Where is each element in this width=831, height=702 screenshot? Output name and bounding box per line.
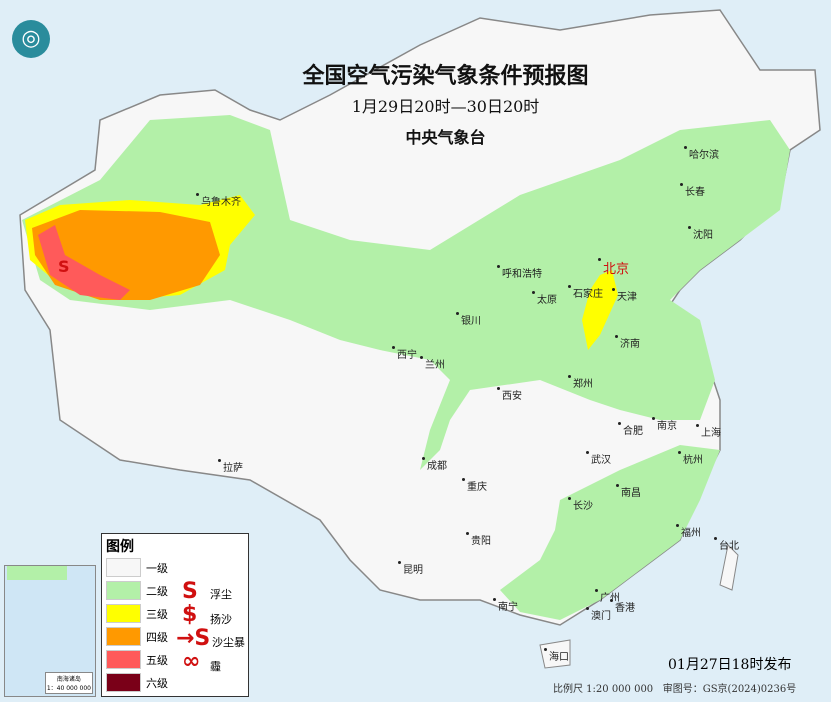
- city-label: 北京: [598, 258, 629, 277]
- inset-label: 南海诸岛: [56, 676, 81, 683]
- city-label: 太原: [532, 291, 557, 306]
- legend-symbol-label: 霾: [210, 660, 221, 673]
- legend: 图例 一级二级三级四级五级六级 S 浮尘 $ 扬沙 →S 沙尘暴 ∞ 霾: [101, 533, 249, 697]
- legend-symbol-label: 浮尘: [210, 588, 232, 601]
- city-label: 海口: [544, 648, 569, 663]
- city-label: 长沙: [568, 497, 593, 512]
- city-label: 上海: [696, 424, 721, 439]
- floating-dust-icon: S: [182, 579, 198, 604]
- city-label: 天津: [612, 288, 637, 303]
- south-china-sea-inset: 南海诸岛 1：40 000 000: [4, 565, 96, 697]
- city-label: 成都: [422, 457, 447, 472]
- legend-level-label: 一级: [146, 562, 168, 575]
- city-label: 南京: [652, 417, 677, 432]
- level2-region-south: [500, 445, 720, 620]
- city-label: 贵阳: [466, 532, 491, 547]
- city-label: 澳门: [586, 607, 611, 622]
- city-label: 昆明: [398, 561, 423, 576]
- city-label: 沈阳: [688, 226, 713, 241]
- city-label: 兰州: [420, 356, 445, 371]
- city-label: 石家庄: [568, 285, 603, 300]
- cma-logo-icon: ◎: [12, 20, 50, 58]
- city-label: 济南: [615, 335, 640, 350]
- city-label: 呼和浩特: [497, 265, 542, 280]
- haze-icon: ∞: [182, 649, 201, 674]
- city-label: 郑州: [568, 375, 593, 390]
- legend-swatch: [106, 650, 141, 669]
- issuer: 中央气象台: [405, 128, 486, 147]
- legend-level-label: 四级: [146, 631, 168, 644]
- legend-swatch: [106, 627, 141, 646]
- city-label: 南昌: [616, 484, 641, 499]
- city-label: 西宁: [392, 346, 417, 361]
- city-label: 长春: [680, 183, 705, 198]
- legend-level-label: 五级: [146, 654, 168, 667]
- legend-level-label: 二级: [146, 585, 168, 598]
- city-label: 哈尔滨: [684, 146, 719, 161]
- city-label: 杭州: [678, 451, 703, 466]
- floating-dust-icon: S: [58, 257, 70, 276]
- legend-swatch: [106, 558, 141, 577]
- legend-title: 图例: [106, 539, 134, 555]
- legend-swatch: [106, 673, 141, 692]
- legend-swatch: [106, 604, 141, 623]
- city-label: 重庆: [462, 478, 487, 493]
- city-label: 拉萨: [218, 459, 243, 474]
- city-label: 福州: [676, 524, 701, 539]
- level5-region: [38, 225, 130, 300]
- blowing-sand-icon: $: [182, 602, 198, 627]
- legend-level-label: 三级: [146, 608, 168, 621]
- inset-scale: 1：40 000 000: [46, 685, 91, 692]
- map-title: 全国空气污染气象条件预报图: [302, 64, 589, 89]
- legend-symbol-label: 扬沙: [210, 613, 232, 626]
- legend-level-label: 六级: [146, 677, 168, 690]
- city-label: 合肥: [618, 422, 643, 437]
- city-label: 西安: [497, 387, 522, 402]
- city-label: 武汉: [586, 451, 611, 466]
- city-label: 银川: [456, 312, 481, 327]
- forecast-period: 1月29日20时—30日20时: [351, 97, 540, 116]
- sandstorm-icon: →S: [176, 626, 211, 651]
- city-label: 乌鲁木齐: [196, 193, 241, 208]
- legend-swatch: [106, 581, 141, 600]
- legend-symbol-label: 沙尘暴: [212, 636, 245, 649]
- city-label: 香港: [610, 599, 635, 614]
- scale-and-approval: 比例尺 1:20 000 000 审图号：GS京(2024)0236号: [553, 680, 796, 695]
- issue-time: 01月27日18时发布: [668, 657, 792, 673]
- city-label: 台北: [714, 537, 739, 552]
- map-approval-number: 审图号：GS京(2024)0236号: [662, 684, 797, 695]
- city-label: 南宁: [493, 598, 518, 613]
- scale-label: 比例尺 1:20 000 000: [553, 684, 654, 695]
